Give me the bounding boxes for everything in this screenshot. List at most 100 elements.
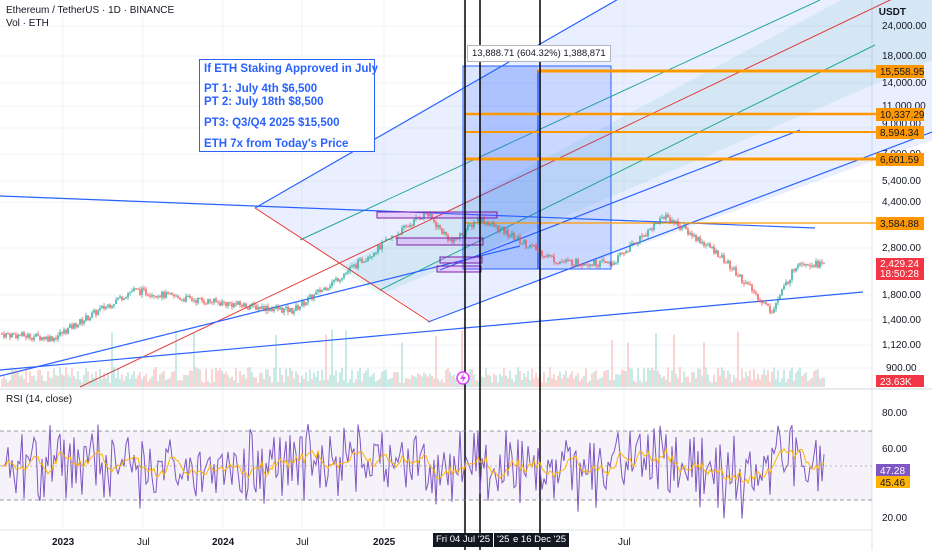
candle-body xyxy=(23,332,25,337)
volume-bar xyxy=(117,367,119,387)
text-annotation-box[interactable]: If ETH Staking Approved in July PT 1: Ju… xyxy=(199,59,378,152)
candle-body xyxy=(731,268,733,270)
candle-body xyxy=(565,259,567,262)
volume-bar xyxy=(37,369,39,387)
candle-body xyxy=(19,334,21,336)
volume-bar xyxy=(407,378,409,387)
candle-body xyxy=(805,264,807,266)
price-candles[interactable] xyxy=(1,211,825,343)
candle-body xyxy=(757,293,759,301)
pitchfork-drawing[interactable] xyxy=(0,0,932,388)
candle-body xyxy=(269,308,271,311)
volume-bar xyxy=(39,369,41,387)
volume-bar xyxy=(145,373,147,387)
candle-body xyxy=(21,332,23,336)
volume-bar xyxy=(429,373,431,387)
candle-body xyxy=(739,274,741,277)
volume-bar xyxy=(765,374,767,387)
time-tick: Jul xyxy=(137,537,150,548)
candle-body xyxy=(695,234,697,241)
volume-bar xyxy=(129,378,131,387)
volume-legend[interactable]: Vol · ETH xyxy=(6,18,49,29)
price-axis[interactable]: 24,000.00 18,000.00 14,000.00 11,000.00 … xyxy=(876,21,927,388)
candle-body xyxy=(563,261,565,263)
candle-body xyxy=(277,306,279,310)
price-tick: 9,000.00 xyxy=(882,119,921,130)
volume-bar xyxy=(309,369,311,387)
volume-bar xyxy=(519,370,521,387)
candle-body xyxy=(195,300,197,303)
price-tick: 14,000.00 xyxy=(882,78,927,89)
volume-bar xyxy=(509,370,511,387)
candle-body xyxy=(211,302,213,304)
volume-bar xyxy=(165,380,167,387)
candle-body xyxy=(569,259,571,261)
candle-body xyxy=(793,269,795,272)
candle-body xyxy=(419,218,421,220)
volume-bar xyxy=(577,372,579,387)
candle-body xyxy=(121,296,123,301)
candle-body xyxy=(791,269,793,281)
candle-body xyxy=(457,238,459,240)
volume-bar xyxy=(135,378,137,387)
candle-body xyxy=(297,305,299,310)
candle-body xyxy=(643,235,645,237)
rsi-axis[interactable]: 80.00 60.00 40.00 20.00 47.28 45.46 xyxy=(876,408,910,524)
candle-body xyxy=(373,253,375,257)
candle-body xyxy=(423,211,425,218)
candle-body xyxy=(697,237,699,241)
volume-bar xyxy=(247,367,249,387)
candle-body xyxy=(707,243,709,245)
rsi-legend[interactable]: RSI (14, close) xyxy=(6,394,73,405)
candle-body xyxy=(629,244,631,252)
volume-bar xyxy=(625,371,627,387)
volume-bar xyxy=(79,379,81,387)
volume-bar xyxy=(397,371,399,387)
vertical-markers[interactable] xyxy=(464,0,541,550)
volume-bar xyxy=(819,378,821,387)
currency-label[interactable]: USDT xyxy=(878,7,906,18)
candle-body xyxy=(585,264,587,266)
volume-bar xyxy=(457,382,459,387)
volume-bar xyxy=(663,375,665,387)
candle-body xyxy=(109,304,111,308)
candle-body xyxy=(803,264,805,266)
candle-body xyxy=(687,228,689,235)
candle-body xyxy=(59,331,61,336)
volume-bar xyxy=(513,381,515,387)
candle-body xyxy=(755,292,757,294)
candle-body xyxy=(673,220,675,224)
volume-bar xyxy=(557,375,559,387)
volume-bar xyxy=(311,378,313,387)
candle-body xyxy=(639,235,641,243)
price-range-box[interactable] xyxy=(462,65,612,270)
candle-body xyxy=(281,307,283,313)
volume-bar xyxy=(475,380,477,387)
volume-bar xyxy=(157,381,159,387)
zone-boxes[interactable] xyxy=(376,211,498,273)
candle-body xyxy=(209,299,211,303)
lightning-icon[interactable] xyxy=(456,371,470,385)
candle-body xyxy=(395,236,397,238)
candle-body xyxy=(219,302,221,306)
volume-bar xyxy=(291,370,293,387)
candle-body xyxy=(11,333,13,338)
volume-bar xyxy=(607,369,609,387)
volume-bar xyxy=(133,371,135,387)
volume-bar xyxy=(471,369,473,387)
candle-body xyxy=(533,244,535,246)
rsi-line[interactable] xyxy=(1,424,825,519)
candle-body xyxy=(439,225,441,229)
candle-body xyxy=(263,306,265,312)
volume-bar xyxy=(533,378,535,387)
candle-body xyxy=(593,259,595,266)
target-lines[interactable] xyxy=(465,69,876,224)
time-axis[interactable]: 2023 Jul 2024 Jul 2025 Jul xyxy=(52,537,631,548)
symbol-title[interactable]: Ethereum / TetherUS · 1D · BINANCE xyxy=(6,5,175,16)
candle-body xyxy=(355,264,357,269)
candle-body xyxy=(175,295,177,297)
rsi-ma-line[interactable] xyxy=(1,446,825,485)
volume-bar xyxy=(713,374,715,387)
candle-body xyxy=(723,254,725,263)
